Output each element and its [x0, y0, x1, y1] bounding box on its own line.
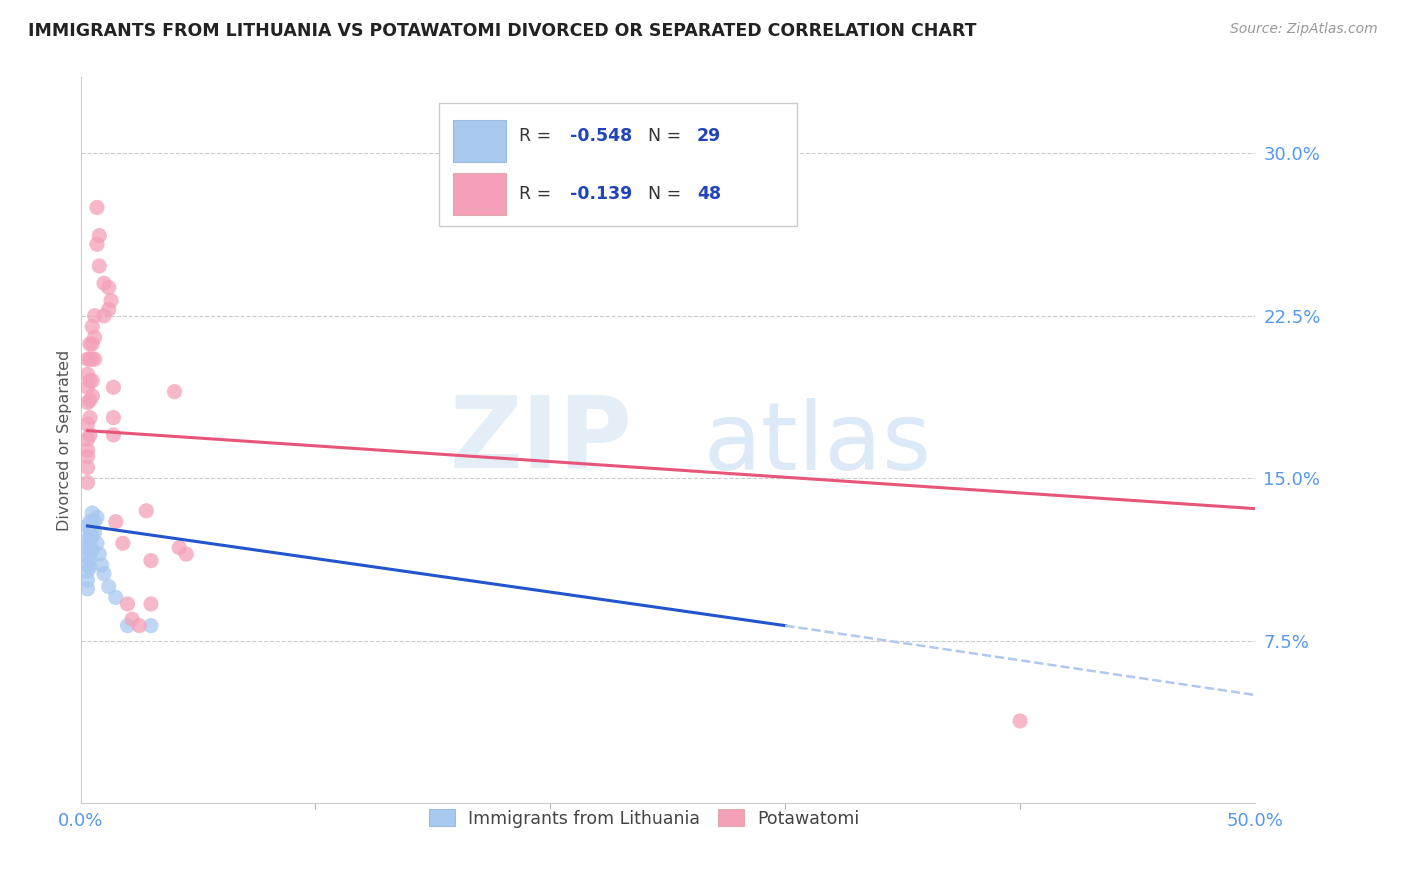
- Point: [139, 554, 162, 568]
- Point: [82, 337, 104, 351]
- Point: [76, 443, 98, 458]
- Point: [89, 547, 111, 561]
- Text: N =: N =: [648, 186, 686, 203]
- Point: [82, 319, 104, 334]
- Point: [104, 515, 127, 529]
- Text: R =: R =: [519, 186, 557, 203]
- Point: [83, 309, 105, 323]
- Point: [117, 618, 139, 632]
- Point: [76, 368, 98, 382]
- Point: [76, 475, 98, 490]
- Point: [86, 536, 108, 550]
- Point: [79, 515, 101, 529]
- Point: [83, 515, 105, 529]
- Point: [93, 309, 115, 323]
- Point: [86, 510, 108, 524]
- Point: [135, 504, 157, 518]
- Point: [104, 591, 127, 605]
- Point: [76, 549, 98, 564]
- Point: [83, 330, 105, 344]
- Point: [86, 237, 108, 252]
- Point: [93, 566, 115, 581]
- Point: [103, 428, 125, 442]
- Point: [76, 565, 98, 579]
- Point: [167, 541, 190, 555]
- Point: [139, 597, 162, 611]
- Text: 29: 29: [697, 127, 721, 145]
- Point: [103, 410, 125, 425]
- Text: IMMIGRANTS FROM LITHUANIA VS POTAWATOMI DIVORCED OR SEPARATED CORRELATION CHART: IMMIGRANTS FROM LITHUANIA VS POTAWATOMI …: [28, 22, 977, 40]
- Point: [82, 542, 104, 557]
- Point: [111, 536, 134, 550]
- Point: [121, 612, 143, 626]
- Y-axis label: Divorced or Separated: Divorced or Separated: [58, 350, 72, 531]
- Point: [89, 228, 111, 243]
- Point: [86, 201, 108, 215]
- Text: ZIP: ZIP: [450, 392, 633, 489]
- FancyBboxPatch shape: [453, 120, 506, 162]
- Point: [82, 530, 104, 544]
- Point: [1010, 714, 1032, 728]
- Point: [83, 352, 105, 367]
- Point: [79, 352, 101, 367]
- Point: [76, 532, 98, 546]
- Point: [103, 380, 125, 394]
- Point: [117, 597, 139, 611]
- Point: [79, 523, 101, 537]
- Point: [79, 551, 101, 566]
- Point: [76, 380, 98, 394]
- Point: [76, 395, 98, 409]
- Point: [79, 374, 101, 388]
- Point: [76, 460, 98, 475]
- Point: [174, 547, 197, 561]
- Point: [76, 432, 98, 446]
- Text: atlas: atlas: [703, 398, 931, 490]
- Point: [82, 352, 104, 367]
- Point: [93, 277, 115, 291]
- Point: [90, 558, 112, 572]
- Point: [163, 384, 186, 399]
- Point: [100, 293, 122, 308]
- Point: [97, 280, 120, 294]
- Text: 48: 48: [697, 186, 721, 203]
- Point: [76, 558, 98, 572]
- Point: [79, 393, 101, 408]
- Point: [79, 410, 101, 425]
- Point: [76, 573, 98, 587]
- Text: -0.139: -0.139: [571, 186, 633, 203]
- Text: R =: R =: [519, 127, 557, 145]
- Point: [82, 506, 104, 520]
- Point: [82, 374, 104, 388]
- FancyBboxPatch shape: [439, 103, 797, 227]
- Point: [79, 532, 101, 546]
- Point: [128, 618, 150, 632]
- Point: [79, 337, 101, 351]
- Point: [83, 525, 105, 540]
- Point: [82, 389, 104, 403]
- Point: [76, 352, 98, 367]
- Point: [76, 417, 98, 431]
- Point: [76, 582, 98, 596]
- Point: [139, 618, 162, 632]
- Point: [79, 428, 101, 442]
- Point: [76, 541, 98, 555]
- Point: [79, 541, 101, 555]
- Text: -0.548: -0.548: [571, 127, 633, 145]
- Point: [82, 519, 104, 533]
- Point: [97, 580, 120, 594]
- Point: [97, 302, 120, 317]
- Point: [76, 450, 98, 464]
- Legend: Immigrants from Lithuania, Potawatomi: Immigrants from Lithuania, Potawatomi: [422, 803, 868, 835]
- Point: [76, 519, 98, 533]
- Text: N =: N =: [648, 127, 686, 145]
- Text: Source: ZipAtlas.com: Source: ZipAtlas.com: [1230, 22, 1378, 37]
- FancyBboxPatch shape: [453, 172, 506, 215]
- Point: [89, 259, 111, 273]
- Point: [79, 560, 101, 574]
